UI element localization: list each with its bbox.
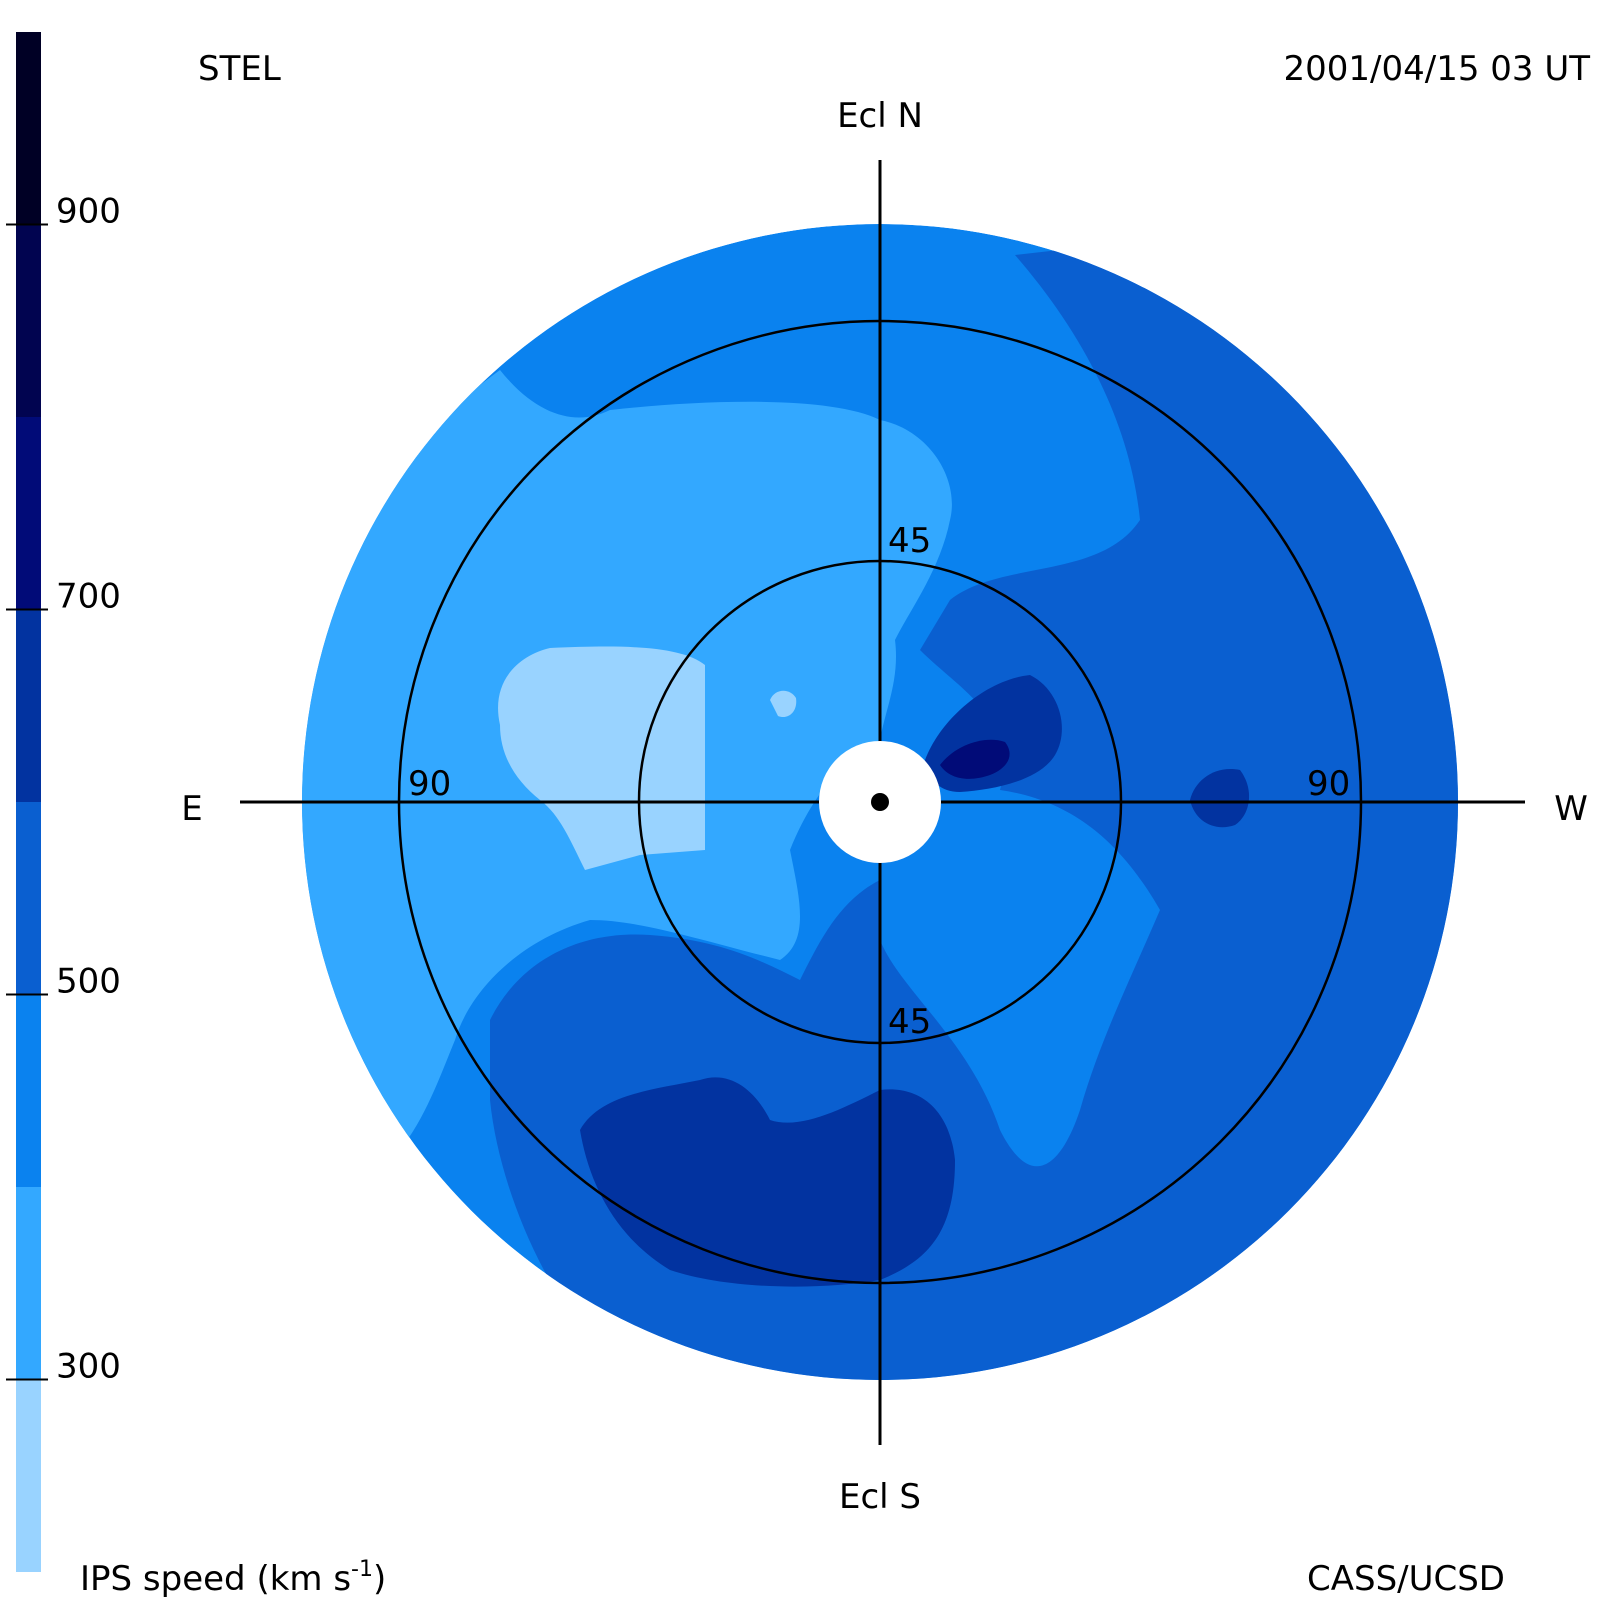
label-east: E bbox=[181, 789, 202, 829]
label-ecl-south: Ecl S bbox=[839, 1477, 921, 1517]
colorbar-bin-7 bbox=[16, 32, 41, 225]
region-south-fast bbox=[580, 1077, 955, 1287]
region-fast-w bbox=[1190, 769, 1250, 828]
region-slow-dot bbox=[770, 690, 797, 718]
colorbar-bin-6 bbox=[16, 224, 41, 417]
region-slow-patch bbox=[498, 646, 705, 870]
ring-45-label-top: 45 bbox=[888, 521, 931, 561]
label-west: W bbox=[1554, 789, 1588, 829]
colorbar-bin-3 bbox=[16, 802, 41, 995]
colorbar-title: IPS speed (km s-1) bbox=[80, 1557, 386, 1599]
colorbar-tick-label-3: 900 bbox=[56, 192, 121, 232]
ring-90-label-west: 90 bbox=[1307, 764, 1350, 804]
coordinate-grid bbox=[240, 160, 1525, 1445]
ring-90-label-east: 90 bbox=[408, 764, 451, 804]
ring-45-label-bottom: 45 bbox=[888, 1002, 931, 1042]
timestamp-label: 2001/04/15 03 UT bbox=[1284, 49, 1591, 89]
colorbar-bin-2 bbox=[16, 994, 41, 1187]
colorbar-bin-0 bbox=[16, 1379, 41, 1572]
colorbar-tick-label-1: 500 bbox=[56, 962, 121, 1002]
colorbar: 300 500 700 900 bbox=[6, 32, 121, 1572]
colorbar-bin-4 bbox=[16, 609, 41, 802]
colorbar-bin-5 bbox=[16, 417, 41, 610]
region-fastest-nw bbox=[940, 739, 1010, 779]
colorbar-tick-label-0: 300 bbox=[56, 1347, 121, 1387]
colorbar-tick-label-2: 700 bbox=[56, 577, 121, 617]
credit-label: CASS/UCSD bbox=[1307, 1559, 1505, 1599]
observatory-label: STEL bbox=[198, 49, 281, 89]
colorbar-bin-1 bbox=[16, 1187, 41, 1380]
sun-center-dot bbox=[871, 793, 889, 811]
label-ecl-north: Ecl N bbox=[837, 96, 923, 136]
